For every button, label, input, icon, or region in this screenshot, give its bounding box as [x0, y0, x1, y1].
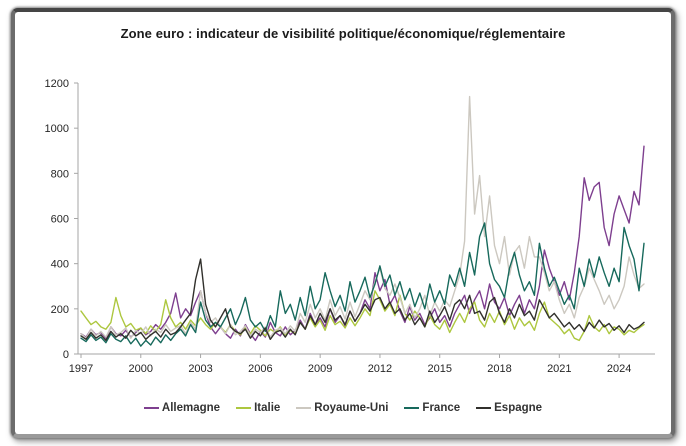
series-line-italie	[80, 290, 645, 342]
x-tick-label: 2012	[368, 363, 392, 375]
legend-swatch	[143, 407, 159, 409]
y-tick-label: 1000	[45, 123, 69, 135]
legend-swatch	[236, 407, 252, 409]
y-tick-label: 800	[51, 168, 69, 180]
legend-item-royaume-uni: Royaume-Uni	[296, 402, 388, 414]
chart-legend: Allemagne Italie Royaume-Uni France Espagne	[15, 402, 671, 414]
x-tick-label: 2006	[248, 363, 272, 375]
x-tick-label: 2003	[188, 363, 212, 375]
x-tick-label: 2018	[487, 363, 511, 375]
y-tick-label: 200	[51, 304, 69, 316]
y-tick-label: 1200	[45, 78, 69, 90]
chart-card: Zone euro : indicateur de visibilité pol…	[11, 8, 675, 438]
legend-label: Royaume-Uni	[314, 402, 389, 414]
legend-label: Italie	[254, 402, 281, 414]
x-tick-label: 2021	[547, 363, 571, 375]
legend-label: Espagne	[494, 402, 543, 414]
y-tick-label: 0	[63, 349, 69, 361]
y-tick-label: 400	[51, 259, 69, 271]
chart-title: Zone euro : indicateur de visibilité pol…	[120, 26, 566, 41]
series-line-espagne	[80, 258, 645, 342]
x-tick-label: 2009	[308, 363, 332, 375]
legend-item-espagne: Espagne	[476, 402, 542, 414]
series-line-allemagne	[80, 145, 645, 342]
y-tick-label: 600	[51, 214, 69, 226]
legend-item-allemagne: Allemagne	[143, 402, 221, 414]
legend-swatch	[404, 407, 420, 409]
legend-item-italie: Italie	[236, 402, 280, 414]
legend-swatch	[476, 407, 492, 409]
legend-label: Allemagne	[161, 402, 221, 414]
series-line-france	[80, 222, 645, 347]
legend-item-france: France	[404, 402, 460, 414]
x-tick-label: 2000	[129, 363, 153, 375]
series-line-royaume-uni	[80, 95, 645, 339]
legend-label: France	[422, 402, 461, 414]
x-tick-label: 2015	[427, 363, 451, 375]
legend-swatch	[296, 407, 312, 409]
x-tick-label: 1997	[69, 363, 93, 375]
x-tick-label: 2024	[607, 363, 631, 375]
